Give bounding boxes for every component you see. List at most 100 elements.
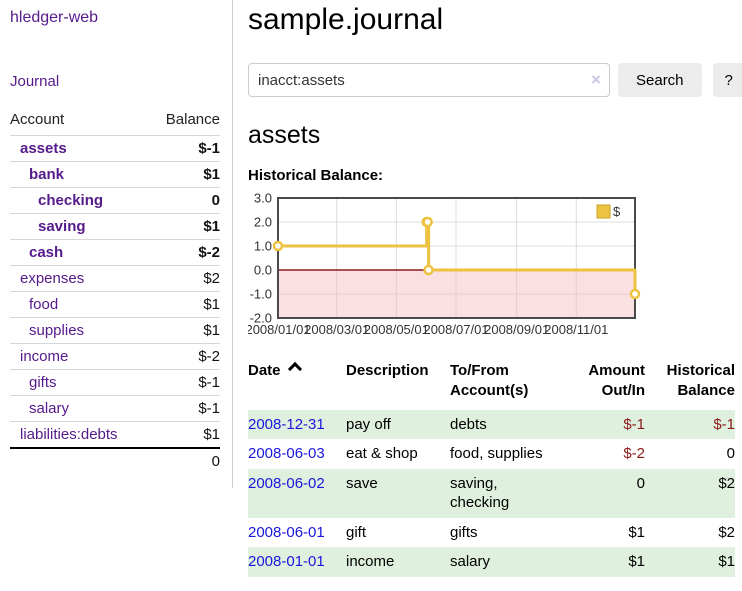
- transaction-date-link[interactable]: 2008-06-03: [248, 445, 325, 462]
- svg-text:2.0: 2.0: [254, 215, 272, 230]
- account-link[interactable]: income: [10, 348, 68, 365]
- account-link[interactable]: liabilities:debts: [10, 426, 118, 443]
- account-balance: $1: [150, 422, 220, 449]
- register-row: 2008-06-03eat & shopfood, supplies$-20: [248, 439, 735, 469]
- transaction-description: save: [346, 469, 450, 518]
- account-balance: $1: [150, 318, 220, 344]
- legend-swatch: [597, 205, 610, 218]
- account-balance: $1: [150, 292, 220, 318]
- page-title: sample.journal: [248, 3, 742, 37]
- brand-link[interactable]: hledger-web: [10, 9, 220, 27]
- transaction-amount: $1: [550, 518, 645, 548]
- transaction-description: gift: [346, 518, 450, 548]
- svg-text:2008/01/01: 2008/01/01: [248, 322, 311, 337]
- account-balance: $1: [150, 214, 220, 240]
- transaction-balance: $2: [645, 518, 735, 548]
- svg-text:2008/09/01: 2008/09/01: [484, 322, 549, 337]
- account-link[interactable]: assets: [10, 140, 67, 157]
- svg-text:3.0: 3.0: [254, 192, 272, 206]
- legend-label: $: [613, 204, 621, 219]
- search-input[interactable]: [248, 63, 610, 97]
- account-row: food $1: [10, 292, 220, 318]
- accounts-total-row: 0: [10, 448, 220, 474]
- transaction-date-link[interactable]: 2008-12-31: [248, 416, 325, 433]
- svg-text:1.0: 1.0: [254, 239, 272, 254]
- account-row: expenses $2: [10, 266, 220, 292]
- transaction-description: income: [346, 547, 450, 577]
- account-link[interactable]: saving: [10, 218, 86, 235]
- sort-ascending-icon: [287, 362, 301, 376]
- transaction-accounts: gifts: [450, 518, 550, 548]
- svg-text:2008/07/01: 2008/07/01: [423, 322, 488, 337]
- register-header-balance: Historical Balance: [645, 359, 735, 410]
- register-header-date[interactable]: Date: [248, 359, 346, 410]
- account-row: gifts $-1: [10, 370, 220, 396]
- search-button[interactable]: Search: [618, 63, 702, 97]
- transaction-balance: $-1: [645, 410, 735, 440]
- chart-title: Historical Balance:: [248, 167, 742, 184]
- accounts-header-balance: Balance: [150, 109, 220, 136]
- account-heading: assets: [248, 121, 742, 150]
- search-bar: × Search ?: [248, 63, 742, 97]
- hledger-web-app: hledger-web Journal Account Balance asse…: [0, 0, 742, 591]
- account-balance: $-1: [150, 370, 220, 396]
- account-link[interactable]: supplies: [10, 322, 84, 339]
- account-row: supplies $1: [10, 318, 220, 344]
- clear-search-icon[interactable]: ×: [591, 70, 601, 90]
- register-row: 2008-06-01 giftgifts$1$2: [248, 518, 735, 548]
- transaction-date-link[interactable]: 2008-01-01: [248, 553, 325, 570]
- register-header-description: Description: [346, 359, 450, 410]
- accounts-header-account: Account: [10, 109, 150, 136]
- account-row: liabilities:debts $1: [10, 422, 220, 449]
- register-header-accounts: To/From Account(s): [450, 359, 550, 410]
- account-balance: $1: [150, 162, 220, 188]
- account-balance: $-2: [150, 240, 220, 266]
- account-link[interactable]: salary: [10, 400, 69, 417]
- register-row: 2008-01-01incomesalary$1$1: [248, 547, 735, 577]
- account-row: income $-2: [10, 344, 220, 370]
- account-row: cash $-2: [10, 240, 220, 266]
- account-balance: $-1: [150, 136, 220, 162]
- account-link[interactable]: food: [10, 296, 58, 313]
- transaction-balance: 0: [645, 439, 735, 469]
- account-link[interactable]: bank: [10, 166, 64, 183]
- transaction-amount: 0: [550, 469, 645, 518]
- transaction-accounts: debts: [450, 410, 550, 440]
- account-balance: $2: [150, 266, 220, 292]
- transaction-accounts: food, supplies: [450, 439, 550, 469]
- account-link[interactable]: expenses: [10, 270, 84, 287]
- account-balance: $-2: [150, 344, 220, 370]
- svg-text:0.0: 0.0: [254, 263, 272, 278]
- svg-text:2008/11/01: 2008/11/01: [544, 322, 608, 337]
- register-header-amount: Amount Out/In: [550, 359, 645, 410]
- help-button[interactable]: ?: [713, 63, 742, 97]
- transaction-amount: $-1: [550, 410, 645, 440]
- account-link[interactable]: checking: [10, 192, 103, 209]
- historical-balance-chart: $3.02.01.00.0-1.0-2.02008/01/012008/03/0…: [248, 192, 742, 342]
- transaction-date-link[interactable]: 2008-06-02: [248, 475, 325, 492]
- transaction-amount: $1: [550, 547, 645, 577]
- transaction-accounts: salary: [450, 547, 550, 577]
- accounts-table: Account Balance assets $-1 bank $1 checkin…: [10, 109, 220, 474]
- account-balance: 0: [150, 188, 220, 214]
- account-row: checking 0: [10, 188, 220, 214]
- register-table: Date Description To/From Account(s) Amou…: [248, 359, 735, 577]
- transaction-description: pay off: [346, 410, 450, 440]
- transaction-balance: $1: [645, 547, 735, 577]
- sidebar-item-journal[interactable]: Journal: [10, 73, 220, 90]
- transaction-balance: $2: [645, 469, 735, 518]
- svg-text:-1.0: -1.0: [250, 287, 272, 302]
- account-balance: $-1: [150, 396, 220, 422]
- sidebar: hledger-web Journal Account Balance asse…: [0, 0, 233, 488]
- register-row: 2008-06-02 savesaving, checking0$2: [248, 469, 735, 518]
- transaction-accounts: saving, checking: [450, 469, 550, 518]
- account-link[interactable]: cash: [10, 244, 63, 261]
- transaction-description: eat & shop: [346, 439, 450, 469]
- account-row: saving $1: [10, 214, 220, 240]
- transaction-date-link[interactable]: 2008-06-01: [248, 524, 325, 541]
- register-row: 2008-12-31pay offdebts$-1$-1: [248, 410, 735, 440]
- account-link[interactable]: gifts: [10, 374, 57, 391]
- svg-text:2008/03/01: 2008/03/01: [304, 322, 369, 337]
- main-content: sample.journal × Search ? assets Histori…: [233, 0, 742, 591]
- account-row: bank $1: [10, 162, 220, 188]
